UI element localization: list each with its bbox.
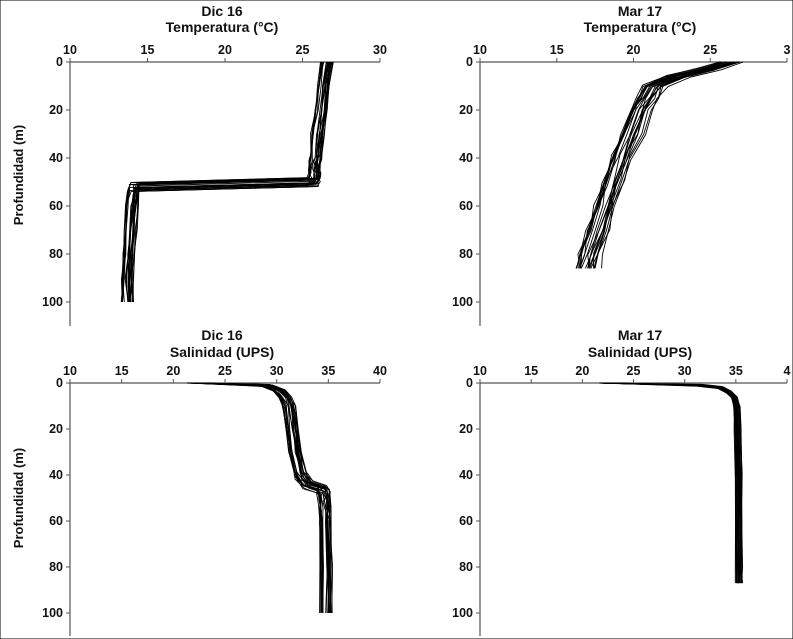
y-tick-label: 0 [466, 55, 473, 69]
x-tick-label: 20 [218, 43, 232, 57]
y-tick-label: 60 [459, 199, 473, 213]
panel-title: Dic 16 [201, 3, 242, 19]
x-tick-label: 40 [373, 364, 387, 378]
x-tick-label: 20 [166, 364, 180, 378]
plot-area: 10 15 20 25 30 35 40 0 20 40 60 80 100 [42, 364, 387, 636]
y-tick-label: 80 [459, 560, 473, 574]
panel-salinity-dic16: Dic 16 Salinidad (UPS) Profundidad (m) 1… [11, 327, 387, 636]
profile-line [578, 61, 723, 269]
x-tick-label: 15 [141, 43, 155, 57]
x-tick-label: 10 [63, 364, 77, 378]
y-tick-label: 60 [459, 514, 473, 528]
x-tick-label: 15 [115, 364, 129, 378]
y-tick-label: 80 [49, 560, 63, 574]
x-tick-label: 35 [321, 364, 335, 378]
panel-subtitle: Temperatura (°C) [166, 19, 279, 35]
x-tick-label: 30 [270, 364, 284, 378]
panel-title: Mar 17 [618, 327, 663, 343]
profile-line [129, 61, 331, 303]
x-tick-label: 10 [63, 43, 77, 57]
y-tick-label: 40 [459, 151, 473, 165]
y-tick-label: 0 [466, 376, 473, 390]
y-axis-label: Profundidad (m) [11, 448, 26, 548]
y-tick-label: 20 [459, 103, 473, 117]
profile-line [120, 61, 322, 303]
x-tick-label: 20 [575, 364, 589, 378]
profile-line [131, 61, 334, 303]
y-tick-label: 80 [459, 247, 473, 261]
profile-line [601, 61, 744, 269]
y-tick-label: 100 [42, 606, 63, 620]
panel-title: Mar 17 [618, 3, 663, 19]
y-tick-label: 0 [56, 55, 63, 69]
x-tick-label: 10 [473, 43, 487, 57]
x-tick-label: 20 [627, 43, 641, 57]
y-tick-label: 100 [452, 606, 473, 620]
y-tick-label: 60 [49, 514, 63, 528]
profile-line [589, 61, 738, 269]
y-tick-label: 60 [49, 199, 63, 213]
y-axis-label: Profundidad (m) [11, 125, 26, 225]
y-tick-label: 0 [56, 376, 63, 390]
x-tick-label: 15 [550, 43, 564, 57]
profile-line [587, 61, 733, 269]
panel-subtitle: Salinidad (UPS) [588, 344, 692, 360]
x-tick-label: 3 [784, 43, 791, 57]
profile-line [576, 61, 721, 269]
y-tick-label: 20 [49, 103, 63, 117]
x-tick-label: 15 [524, 364, 538, 378]
x-tick-label: 35 [729, 364, 743, 378]
x-tick-label: 4 [784, 364, 791, 378]
x-tick-label: 25 [627, 364, 641, 378]
y-tick-label: 100 [42, 295, 63, 309]
plot-area: 10 15 20 25 30 0 20 40 60 80 100 [42, 43, 387, 326]
x-tick-label: 30 [678, 364, 692, 378]
panel-subtitle: Temperatura (°C) [584, 19, 697, 35]
y-tick-label: 40 [459, 468, 473, 482]
panel-temperature-mar17: Mar 17 Temperatura (°C) 10 15 20 25 30204060… [452, 3, 791, 326]
x-tick-label: 10 [473, 364, 487, 378]
profile-line [593, 61, 740, 269]
panel-temperature-dic16: Dic 16 Temperatura (°C) Profundidad (m) … [11, 3, 387, 326]
x-tick-label: 25 [296, 43, 310, 57]
y-tick-label: 80 [49, 247, 63, 261]
y-tick-label: 100 [452, 295, 473, 309]
y-tick-label: 20 [49, 422, 63, 436]
panel-salinity-mar17: Mar 17 Salinidad (UPS) 10 15 20 25 30 35 40204… [452, 327, 791, 636]
panel-title: Dic 16 [201, 327, 242, 343]
panel-subtitle: Salinidad (UPS) [170, 344, 274, 360]
profile-line [599, 382, 738, 584]
x-tick-label: 30 [373, 43, 387, 57]
profile-line [195, 382, 330, 614]
profile-line [190, 382, 324, 614]
y-tick-label: 20 [459, 422, 473, 436]
y-tick-label: 40 [49, 468, 63, 482]
profile-line [127, 61, 330, 303]
x-tick-label: 25 [218, 364, 232, 378]
y-tick-label: 40 [49, 151, 63, 165]
x-tick-label: 25 [703, 43, 717, 57]
